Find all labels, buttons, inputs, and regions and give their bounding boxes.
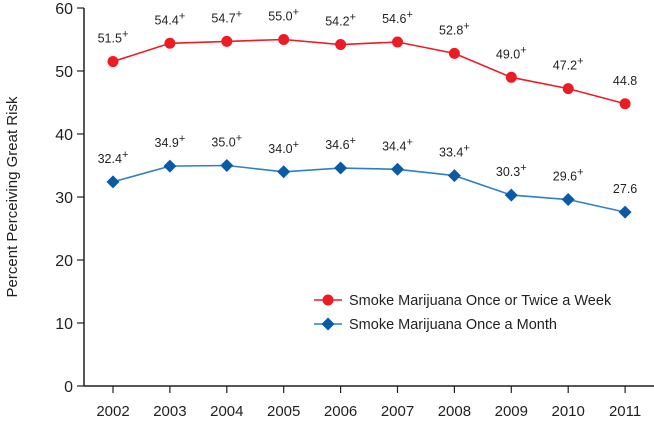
y-tick-label: 60 [55,1,73,18]
y-tick-label: 0 [64,379,73,396]
data-label: 34.0+ [268,139,299,156]
data-point [164,37,176,49]
x-tick-label: 2011 [609,403,641,420]
significance-marker: + [293,7,299,19]
significance-marker: + [463,143,469,155]
data-label: 30.3+ [496,162,527,179]
x-tick-label: 2008 [438,403,471,420]
y-tick-label: 10 [55,316,73,333]
x-tick-label: 2003 [153,403,186,420]
y-tick-label: 30 [55,190,73,207]
x-tick-label: 2005 [267,403,300,420]
y-axis-title: Percent Perceiving Great Risk [4,96,21,297]
data-point [221,35,233,47]
legend-marker [322,294,334,306]
significance-marker: + [577,167,583,179]
x-tick-label: 2002 [96,403,129,420]
x-tick-label: 2006 [324,403,357,420]
data-point [618,205,632,219]
data-point [561,193,575,207]
data-point [447,169,461,183]
series-line [112,164,626,213]
data-label: 29.6+ [553,167,584,184]
data-label: 51.5+ [98,29,129,46]
legend-label: Smoke Marijuana Once or Twice a Week [349,293,612,309]
significance-marker: + [520,44,526,56]
data-label: 27.6 [613,182,637,196]
data-point [504,188,518,202]
significance-marker: + [406,9,412,21]
significance-marker: + [179,133,185,145]
significance-marker: + [520,162,526,174]
x-tick-label: 2010 [552,403,585,420]
data-label: 49.0+ [496,44,527,61]
data-point [391,162,404,176]
significance-marker: + [463,20,469,32]
significance-marker: + [406,136,412,148]
data-label: 34.6+ [325,135,356,152]
data-label: 35.0+ [211,133,242,150]
data-label: 54.7+ [211,8,242,25]
data-point [277,165,291,179]
significance-marker: + [350,12,356,24]
data-point [220,159,234,172]
data-label: 34.4+ [382,136,413,153]
y-tick-label: 40 [55,127,73,144]
legend: Smoke Marijuana Once or Twice a Week Smok… [314,293,612,333]
significance-marker: + [577,56,583,68]
data-point [335,39,347,51]
data-point [562,83,574,95]
data-point [107,56,119,68]
series-1: 51.5+ 54.4+ 54.7+ 55.0+ 54.2+ 54.6+ 52.8+ 49.0+… [98,7,637,110]
data-label: 34.9+ [155,133,186,150]
data-point [392,36,403,48]
data-point [106,175,120,189]
significance-marker: + [350,135,356,147]
data-label: 54.4+ [155,10,186,27]
data-label: 54.2+ [325,12,356,29]
data-point [334,161,348,175]
data-label: 44.8 [613,74,637,88]
data-label: 52.8+ [439,20,470,37]
significance-marker: + [293,139,299,151]
legend-label: Smoke Marijuana Once a Month [349,317,557,333]
data-point [619,98,631,110]
data-label: 55.0+ [268,7,299,24]
data-label: 47.2+ [553,56,584,73]
y-tick-label: 20 [55,253,73,270]
series-line [112,38,626,105]
significance-marker: + [179,10,185,22]
data-point [278,34,290,45]
data-point [448,47,460,59]
x-tick-label: 2009 [495,403,528,420]
x-tick-label: 2007 [381,403,414,420]
y-tick-label: 50 [55,64,73,81]
data-label: 33.4+ [439,143,470,160]
significance-marker: + [122,29,128,41]
legend-marker [321,317,335,331]
significance-marker: + [122,149,128,161]
data-label: 32.4+ [98,149,129,166]
data-label: 54.6+ [382,9,413,26]
series-2: 32.4+ 34.9+ 35.0+ 34.0+ 34.6+ 34.4+ 33.4+ 30.3+… [98,133,637,219]
data-point [163,159,177,173]
data-point [505,71,517,83]
x-tick-label: 2004 [210,403,243,420]
significance-marker: + [236,8,242,20]
significance-marker: + [236,133,242,145]
